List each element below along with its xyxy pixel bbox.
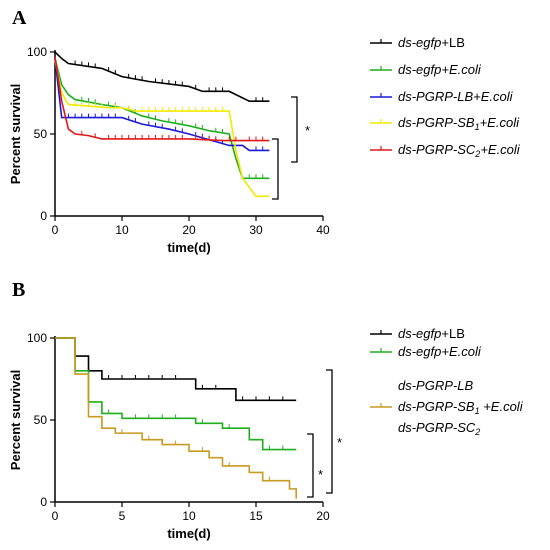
series-line [55, 337, 297, 402]
legend: ds-egfp+LB ds-egfp+E.coli ds-PGRP-LB ds-PGR… [370, 326, 524, 437]
legend-label: ds-egfp+LB [398, 35, 465, 50]
significance-bracket: * [291, 96, 310, 163]
y-tick-label: 0 [40, 495, 47, 509]
bracket-line [291, 96, 298, 163]
legend-label: ds-PGRP-SB1+E.coli [398, 115, 520, 132]
series-4 [54, 60, 270, 198]
x-axis-title: time(d) [167, 526, 210, 541]
significance-bracket [272, 138, 279, 200]
series-line [54, 51, 270, 102]
series-line [54, 58, 270, 180]
legend-label: ds-egfp+LB [398, 326, 465, 341]
y-axis-title: Percent survival [8, 84, 23, 184]
series-line [54, 58, 270, 152]
panel-label: B [12, 279, 25, 301]
significance-star: * [305, 123, 310, 138]
y-axis-title: Percent survival [8, 370, 23, 470]
y-tick-label: 0 [40, 209, 47, 223]
legend-label: ds-PGRP-SC2 [398, 420, 480, 437]
bracket-line [307, 433, 314, 498]
x-tick-label: 0 [52, 509, 59, 523]
series-5 [54, 56, 270, 142]
significance-bracket: * [307, 433, 323, 498]
significance-bracket: * [326, 369, 342, 494]
legend-label: ds-PGRP-LB+E.coli [398, 89, 514, 104]
y-tick-label: 50 [34, 127, 48, 141]
x-tick-label: 10 [182, 509, 196, 523]
series-2 [55, 337, 297, 451]
y-tick-label: 50 [34, 413, 48, 427]
bracket-line [326, 369, 333, 494]
legend: ds-egfp+LB ds-egfp+E.coli ds-PGRP-LB+E.col… [370, 35, 521, 159]
series-1 [54, 51, 270, 102]
significance-star: * [337, 435, 342, 450]
panel-A: A 0 10 20 30 40 0 50 100 time(d) Percent survival d… [8, 7, 521, 255]
y-tick-label: 100 [27, 331, 47, 345]
series-1 [55, 337, 297, 402]
x-tick-label: 10 [115, 223, 129, 237]
legend-label: ds-egfp+E.coli [398, 62, 482, 77]
x-tick-label: 20 [182, 223, 196, 237]
y-tick-label: 100 [27, 45, 47, 59]
x-tick-label: 15 [249, 509, 263, 523]
x-tick-label: 0 [52, 223, 59, 237]
legend-label: ds-PGRP-SB1 +E.coli [398, 399, 524, 416]
series-line [54, 60, 270, 198]
series-line [55, 337, 297, 499]
legend-label: ds-PGRP-LB [398, 378, 473, 393]
series-3 [55, 337, 297, 499]
x-tick-label: 40 [316, 223, 330, 237]
series-2 [54, 58, 270, 180]
significance-star: * [318, 467, 323, 482]
legend-label: ds-egfp+E.coli [398, 344, 482, 359]
series-line [55, 337, 297, 451]
legend-label: ds-PGRP-SC2+E.coli [398, 142, 521, 159]
bracket-line [272, 138, 279, 200]
x-axis-title: time(d) [167, 240, 210, 255]
x-tick-label: 30 [249, 223, 263, 237]
panel-label: A [12, 7, 27, 29]
x-tick-label: 20 [316, 509, 330, 523]
x-tick-label: 5 [119, 509, 126, 523]
panel-B: B 0 5 10 15 20 0 50 100 time(d) Percent survival ds… [8, 279, 524, 541]
